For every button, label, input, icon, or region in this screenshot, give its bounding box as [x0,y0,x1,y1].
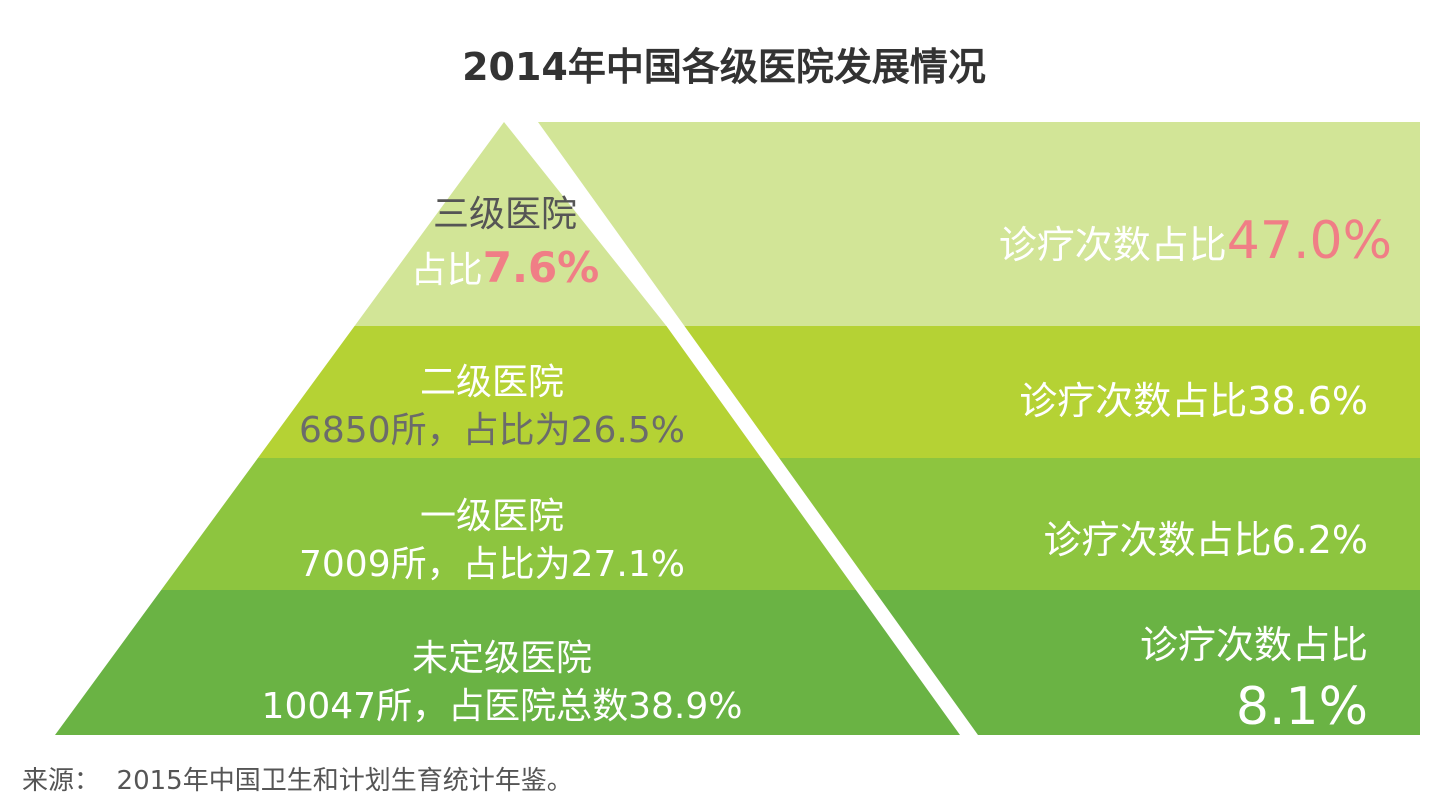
pyramid-tier-2 [257,326,762,458]
pyramid-tier-3 [161,458,856,590]
visits-share-value: 8.1% [1236,677,1368,737]
tier-share-label: 占比7.6% [411,243,600,292]
visits-share-label: 诊疗次数占比38.6% [1019,379,1368,423]
visits-share-label: 诊疗次数占比47.0% [999,211,1392,271]
tier-name-label: 三级医院 [433,194,577,235]
tier-share-label: 7009所，占比为27.1% [299,544,685,585]
visits-share-label: 诊疗次数占比6.2% [1043,518,1368,562]
visits-panel-2 [684,326,1420,458]
source-note: 来源： 2015年中国卫生和计划生育统计年鉴。 [22,766,573,796]
tier-share-label: 10047所，占医院总数38.9% [262,686,743,727]
tier-name-label: 未定级医院 [412,638,592,679]
pyramid-tier-4 [55,590,960,735]
visits-panel-1 [538,122,1420,326]
tier-name-label: 二级医院 [420,362,564,403]
pyramid-tier-1 [354,122,667,326]
visits-panel-4 [873,590,1420,735]
tier-share-label: 6850所，占比为26.5% [299,410,685,451]
tier-name-label: 一级医院 [420,496,564,537]
visits-panel-3 [779,458,1420,590]
chart-title: 2014年中国各级医院发展情况 [462,45,986,89]
visits-share-label: 诊疗次数占比 [1140,623,1368,667]
